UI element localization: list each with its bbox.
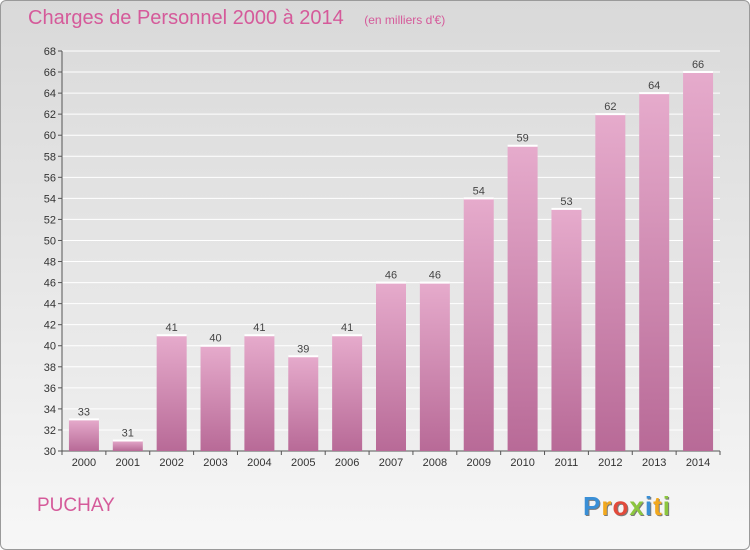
data-label: 40	[209, 333, 221, 345]
bar	[463, 198, 494, 451]
logo-letter: i	[662, 491, 671, 521]
title-row: Charges de Personnel 2000 à 2014 (en mil…	[28, 7, 445, 30]
data-label: 31	[122, 427, 134, 439]
logo-letter: o	[612, 491, 630, 521]
data-label: 64	[648, 80, 660, 92]
x-tick-label: 2001	[116, 457, 140, 469]
x-tick-label: 2005	[291, 457, 315, 469]
y-tick-label: 40	[44, 341, 56, 353]
data-label: 33	[78, 406, 90, 418]
y-tick-label: 50	[44, 235, 56, 247]
y-tick-label: 54	[44, 193, 56, 205]
x-tick-label: 2002	[159, 457, 183, 469]
bar	[419, 282, 450, 451]
proxiti-logo: Proxiti	[583, 491, 671, 522]
x-tick-label: 2009	[466, 457, 490, 469]
data-label: 39	[297, 343, 309, 355]
bar	[288, 356, 319, 451]
data-label: 46	[429, 270, 441, 282]
y-tick-label: 62	[44, 109, 56, 121]
bar	[639, 93, 670, 452]
logo-letter: t	[653, 491, 663, 521]
x-tick-label: 2011	[555, 457, 579, 469]
data-label: 53	[560, 196, 572, 208]
chart-title: Charges de Personnel 2000 à 2014	[28, 7, 344, 29]
bar	[200, 345, 231, 451]
data-label: 41	[341, 322, 353, 334]
x-tick-label: 2000	[72, 457, 96, 469]
bar	[376, 282, 406, 451]
data-label: 62	[604, 101, 616, 113]
bar	[332, 335, 363, 451]
y-tick-label: 48	[44, 257, 56, 269]
bar	[156, 335, 187, 451]
bar	[68, 419, 99, 451]
y-tick-label: 52	[44, 214, 56, 226]
y-tick-label: 44	[44, 299, 56, 311]
y-tick-label: 36	[44, 383, 56, 395]
y-tick-label: 46	[44, 278, 56, 290]
chart-subtitle: (en milliers d'€)	[364, 13, 446, 27]
y-tick-label: 60	[44, 130, 56, 142]
data-label: 66	[692, 59, 704, 71]
y-tick-label: 38	[44, 362, 56, 374]
x-tick-label: 2014	[686, 457, 710, 469]
bar	[244, 335, 275, 451]
data-label: 41	[166, 322, 178, 334]
bar	[507, 145, 538, 451]
bar	[551, 208, 582, 451]
data-label: 41	[253, 322, 265, 334]
x-tick-label: 2007	[379, 457, 403, 469]
logo-letter: r	[601, 491, 613, 521]
logo-letter: x	[629, 491, 645, 521]
commune-name: PUCHAY	[37, 495, 115, 516]
y-tick-label: 32	[44, 425, 56, 437]
data-label: 46	[385, 270, 397, 282]
x-tick-label: 2004	[247, 457, 271, 469]
bar	[683, 72, 714, 451]
bar	[112, 440, 143, 451]
y-tick-label: 30	[44, 446, 56, 458]
y-tick-label: 66	[44, 67, 56, 79]
y-tick-label: 42	[44, 320, 56, 332]
y-tick-label: 58	[44, 151, 56, 163]
x-tick-label: 2006	[335, 457, 359, 469]
y-tick-label: 64	[44, 88, 56, 100]
y-tick-label: 34	[44, 404, 56, 416]
x-tick-label: 2013	[642, 457, 666, 469]
y-tick-label: 68	[44, 46, 56, 58]
data-label: 54	[473, 185, 485, 197]
logo-letter: P	[583, 491, 602, 521]
x-tick-label: 2010	[510, 457, 534, 469]
y-tick-label: 56	[44, 172, 56, 184]
x-tick-label: 2012	[598, 457, 622, 469]
bar	[595, 114, 626, 451]
x-tick-label: 2008	[423, 457, 447, 469]
x-tick-label: 2003	[203, 457, 227, 469]
data-label: 59	[516, 133, 528, 145]
logo-letter: i	[644, 491, 654, 521]
